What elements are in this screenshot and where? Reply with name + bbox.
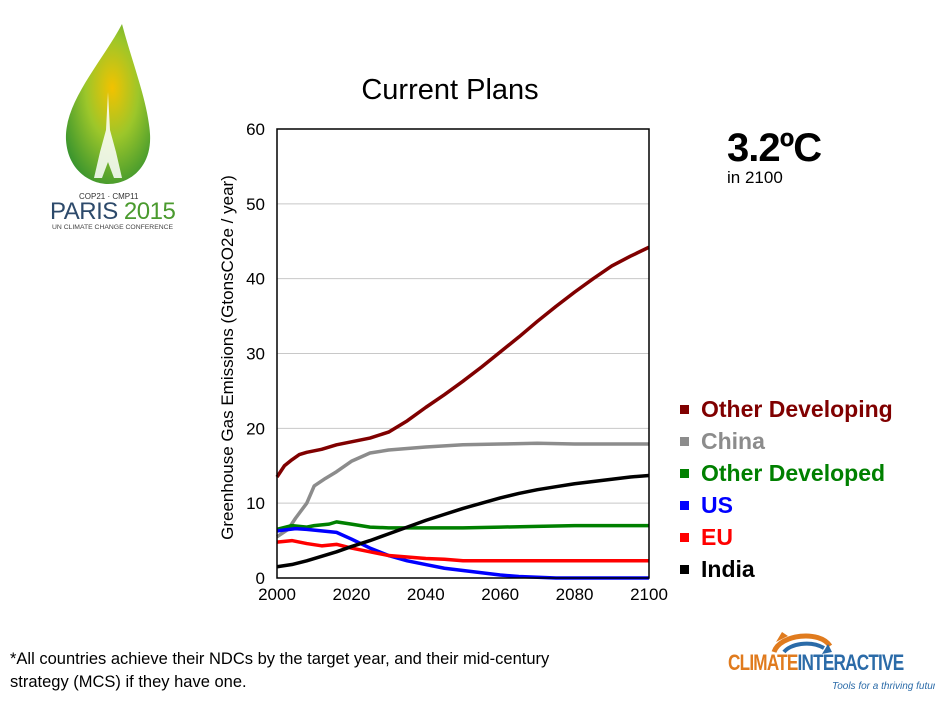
legend-item-other-developed: Other Developed [680, 457, 893, 489]
x-tick-label-2060: 2060 [481, 585, 519, 604]
series-line-china [276, 441, 649, 539]
legend-item-india: India [680, 553, 893, 585]
legend-swatch [680, 436, 689, 446]
legend: Other Developing China Other Developed US EU… [680, 393, 893, 585]
legend-item-other-developing: Other Developing [680, 393, 893, 425]
y-tick-label-50: 50 [246, 195, 265, 214]
cop21-leaf-logo [65, 24, 151, 184]
climate-interactive-arrows-icon [771, 632, 833, 654]
brand-climate: CLIMATE [728, 650, 798, 675]
grid-lines [277, 203, 649, 504]
y-tick-label-0: 0 [256, 569, 265, 588]
legend-swatch [680, 468, 689, 478]
series-line-eu [276, 538, 649, 563]
legend-item-eu: EU [680, 521, 893, 553]
legend-swatch [680, 500, 689, 510]
series-lines [275, 245, 650, 580]
legend-swatch [680, 564, 689, 574]
series-line-other-developed [276, 520, 649, 532]
y-tick-label-40: 40 [246, 270, 265, 289]
legend-label: China [701, 427, 765, 454]
y-axis-label: Greenhouse Gas Emissions (GtonsCO2e / ye… [218, 175, 237, 540]
brand-interactive: INTERACTIVE [797, 650, 905, 675]
x-tick-label-2100: 2100 [630, 585, 668, 604]
legend-swatch [680, 404, 689, 414]
logo-city: PARIS [50, 198, 118, 225]
x-tick-label-2040: 2040 [407, 585, 445, 604]
footnote: *All countries achieve their NDCs by the… [10, 650, 550, 691]
y-tick-label-10: 10 [246, 494, 265, 513]
x-tick-label-2020: 2020 [332, 585, 370, 604]
legend-item-china: China [680, 425, 893, 457]
legend-label: EU [701, 523, 733, 550]
legend-label: Other Developing [701, 395, 893, 422]
logo-paris-2015: PARIS 2015 [50, 198, 176, 226]
tick-labels: 0 10 20 30 40 50 60 2000 2020 2040 2060 2080 2100 [246, 120, 668, 604]
y-tick-label-20: 20 [246, 419, 265, 438]
logo-cop-label: COP21 · CMP11 [79, 192, 139, 201]
logo-year: 2015 [123, 198, 176, 225]
y-tick-label-30: 30 [246, 345, 265, 364]
y-tick-label-60: 60 [246, 120, 265, 139]
x-tick-label-2080: 2080 [556, 585, 594, 604]
legend-swatch [680, 532, 689, 542]
series-line-india [276, 473, 650, 569]
legend-label: India [701, 555, 755, 582]
x-tick-label-2000: 2000 [258, 585, 296, 604]
brand-name: CLIMATEINTERACTIVE [728, 650, 905, 676]
legend-item-us: US [680, 489, 893, 521]
temperature-year: in 2100 [727, 168, 783, 187]
series-line-other-developing [275, 245, 650, 478]
legend-label: US [701, 491, 733, 518]
temperature-value: 3.2ºC [727, 126, 822, 170]
brand-tagline: Tools for a thriving future [832, 681, 935, 692]
plot-frame [276, 128, 650, 579]
logo-conference-label: UN CLIMATE CHANGE CONFERENCE [52, 224, 174, 231]
legend-label: Other Developed [701, 459, 886, 486]
chart-title: Current Plans [361, 74, 539, 106]
